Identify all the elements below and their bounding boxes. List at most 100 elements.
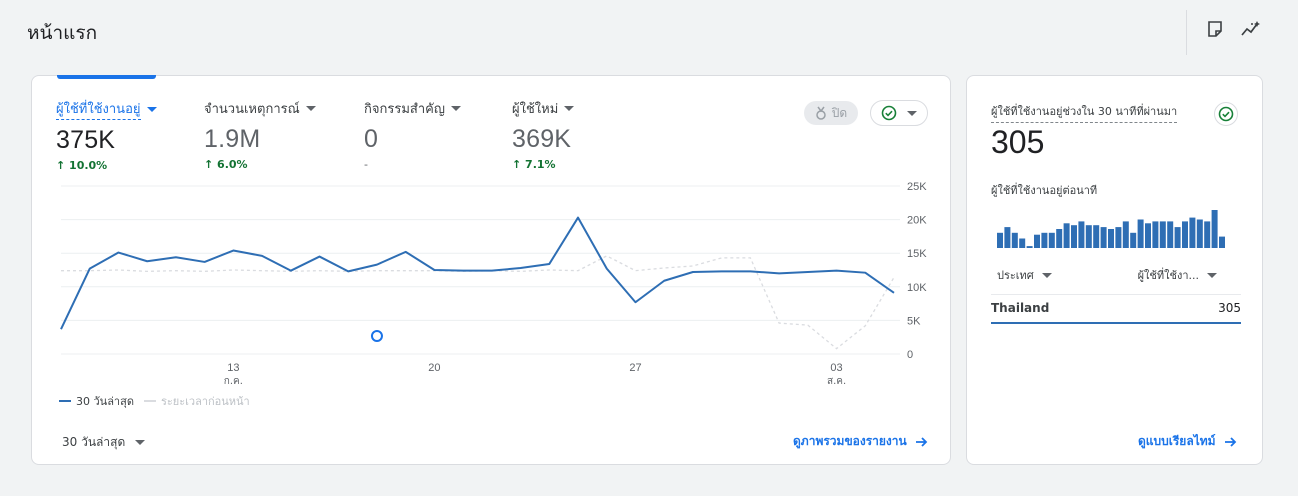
insights-toggle-off[interactable]: ปิด xyxy=(804,101,858,125)
data-point[interactable] xyxy=(144,258,150,264)
minute-bar[interactable] xyxy=(1174,227,1181,248)
data-point[interactable] xyxy=(604,266,610,272)
note-icon[interactable] xyxy=(1204,18,1226,40)
metric-new-users[interactable]: ผู้ใช้ใหม่ 369K ↑ 7.1% xyxy=(512,98,575,171)
off-label: ปิด xyxy=(831,105,848,120)
data-point[interactable] xyxy=(345,268,351,274)
data-point[interactable] xyxy=(460,268,466,274)
data-point[interactable] xyxy=(862,270,868,276)
country-column-label: ประเทศ xyxy=(997,269,1034,282)
data-point[interactable] xyxy=(690,269,696,275)
minute-bar[interactable] xyxy=(1004,227,1011,248)
minute-bar[interactable] xyxy=(1041,232,1048,248)
realtime-status[interactable] xyxy=(1214,102,1238,126)
y-tick-label: 15K xyxy=(907,248,927,260)
data-point[interactable] xyxy=(115,250,121,256)
data-point[interactable] xyxy=(288,268,294,274)
minute-bar[interactable] xyxy=(1159,221,1166,248)
date-range-selector[interactable]: 30 วันล่าสุด xyxy=(62,433,146,452)
minute-bar[interactable] xyxy=(1182,221,1188,248)
minute-bar[interactable] xyxy=(1145,223,1151,248)
metric-label: ผู้ใช้ที่ใช้งานอยู่ xyxy=(56,98,141,120)
metric-event-count[interactable]: จำนวนเหตุการณ์ 1.9M ↑ 6.0% xyxy=(204,98,316,171)
data-quality-dropdown[interactable] xyxy=(870,100,928,126)
metric-label: ผู้ใช้ใหม่ xyxy=(512,102,559,117)
date-range-label: 30 วันล่าสุด xyxy=(62,435,126,449)
y-tick-label: 25K xyxy=(907,181,927,193)
minute-bar[interactable] xyxy=(1056,229,1063,248)
metric-change: - xyxy=(364,158,368,171)
data-point[interactable] xyxy=(776,270,782,276)
chevron-down-icon xyxy=(907,110,917,116)
minute-bar[interactable] xyxy=(1034,234,1040,248)
data-point[interactable] xyxy=(575,215,581,221)
metric-value: 375K xyxy=(56,126,116,154)
minute-bar[interactable] xyxy=(1204,221,1211,248)
data-point[interactable] xyxy=(173,254,179,260)
minute-bar[interactable] xyxy=(1071,225,1077,248)
x-tick-label: 03 xyxy=(830,362,842,374)
minute-bar[interactable] xyxy=(1048,232,1055,248)
chevron-down-icon xyxy=(1041,272,1052,278)
users-column-header[interactable]: ผู้ใช้ที่ใช้งา... xyxy=(1138,266,1217,284)
data-point[interactable] xyxy=(374,262,380,268)
minute-bar[interactable] xyxy=(1026,246,1033,248)
minute-bar[interactable] xyxy=(1100,227,1107,248)
minute-bar[interactable] xyxy=(1115,227,1122,248)
view-realtime-link[interactable]: ดูแบบเรียลไทม์ xyxy=(1138,432,1237,451)
data-point[interactable] xyxy=(518,265,524,271)
minute-bar[interactable] xyxy=(1137,219,1144,249)
metric-active-users[interactable]: ผู้ใช้ที่ใช้งานอยู่ 375K ↑ 10.0% xyxy=(56,98,157,172)
data-point[interactable] xyxy=(431,267,437,273)
metric-change: ↑ 10.0% xyxy=(56,159,108,172)
active-users-chart: 25K 20K 15K 10K 5K 0 13 ก.ค. 20 27 03 ส.ค. xyxy=(58,181,927,386)
x-tick-label: 20 xyxy=(428,362,440,374)
minute-bar[interactable] xyxy=(1019,238,1026,249)
minute-bar[interactable] xyxy=(1189,217,1196,248)
country-column-header[interactable]: ประเทศ xyxy=(997,266,1052,284)
data-point[interactable] xyxy=(805,269,811,275)
chevron-down-icon xyxy=(564,106,575,111)
minute-bar[interactable] xyxy=(1085,225,1092,248)
view-report-link[interactable]: ดูภาพรวมของรายงาน xyxy=(793,432,928,451)
minute-bar[interactable] xyxy=(1196,219,1203,249)
minute-bar[interactable] xyxy=(1219,236,1225,248)
minute-bar[interactable] xyxy=(1130,232,1137,248)
insights-icon[interactable] xyxy=(1240,18,1262,40)
annotation-marker[interactable] xyxy=(370,330,383,342)
realtime-value: 305 xyxy=(991,124,1045,160)
realtime-table-header: ประเทศ ผู้ใช้ที่ใช้งา... xyxy=(997,266,1217,284)
data-point[interactable] xyxy=(403,249,409,255)
data-point[interactable] xyxy=(317,254,323,260)
minute-bar[interactable] xyxy=(1167,221,1174,248)
minute-bar[interactable] xyxy=(1078,221,1085,248)
metric-label: กิจกรรมสำคัญ xyxy=(364,102,445,117)
data-point[interactable] xyxy=(87,266,93,272)
minute-bar[interactable] xyxy=(1122,221,1129,248)
data-point[interactable] xyxy=(834,268,840,274)
data-point[interactable] xyxy=(546,261,552,267)
minute-bar[interactable] xyxy=(1108,229,1114,248)
realtime-card: ผู้ใช้ที่ใช้งานอยู่ช่วงใน 30 นาทีที่ผ่าน… xyxy=(966,75,1263,465)
data-point[interactable] xyxy=(719,268,725,274)
minute-bar[interactable] xyxy=(1093,225,1100,248)
minute-bar[interactable] xyxy=(1011,232,1018,248)
minute-bar[interactable] xyxy=(997,232,1003,248)
minute-bar[interactable] xyxy=(1063,223,1070,248)
data-point[interactable] xyxy=(58,326,64,332)
check-circle-icon xyxy=(1218,106,1234,122)
data-point[interactable] xyxy=(891,290,897,296)
metric-key-events[interactable]: กิจกรรมสำคัญ 0 - xyxy=(364,98,461,171)
data-point[interactable] xyxy=(661,278,667,284)
chevron-down-icon xyxy=(135,440,146,445)
data-point[interactable] xyxy=(259,253,265,259)
data-point[interactable] xyxy=(747,268,753,274)
data-point[interactable] xyxy=(230,248,236,254)
minute-bar[interactable] xyxy=(1211,210,1218,248)
minute-bar[interactable] xyxy=(1152,221,1159,248)
arrow-right-icon xyxy=(915,436,928,447)
data-point[interactable] xyxy=(489,268,495,274)
data-point[interactable] xyxy=(632,299,638,305)
data-point[interactable] xyxy=(202,259,208,265)
metric-change: ↑ 7.1% xyxy=(512,158,556,171)
